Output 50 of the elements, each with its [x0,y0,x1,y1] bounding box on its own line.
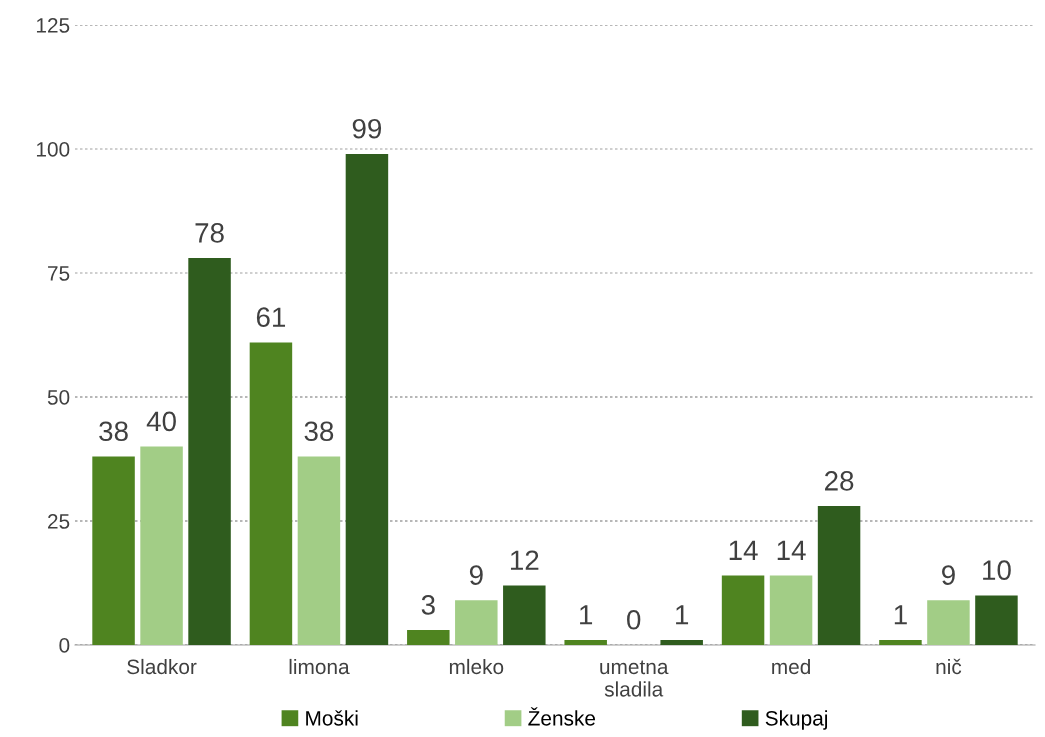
data-label: 12 [510,550,539,570]
bar [249,342,293,645]
bar [345,153,389,645]
data-label: 40 [146,411,176,432]
x-tick-label: med [772,658,810,675]
data-label: 28 [825,471,854,491]
y-tick-label: 0 [59,638,70,653]
legend-label: Moški [306,710,358,726]
data-label: 10 [983,560,1011,580]
bar [407,630,450,645]
bar [721,575,765,645]
data-label: 0 [627,609,641,630]
x-tick-label: umetna sladila [600,660,669,697]
bar [660,640,703,645]
bar [927,600,970,645]
data-label: 9 [942,565,955,585]
data-label: 61 [256,307,286,328]
data-label: 3 [421,595,435,615]
bar [503,585,546,645]
bar [975,595,1018,645]
x-tick-label: limona [289,658,350,675]
data-label: 99 [352,118,382,139]
bar [188,258,231,645]
data-label: 1 [676,605,689,625]
data-label: 14 [729,540,758,560]
data-label: 9 [469,565,483,585]
bar [879,640,922,645]
data-label: 38 [304,421,334,442]
legend-label: Skupaj [765,710,828,730]
x-tick-label: mleko [449,658,504,675]
bar [455,600,498,645]
legend-label: Ženske [528,707,596,726]
x-tick-label: nič [936,658,962,675]
bar [92,456,135,645]
y-tick-label: 25 [48,514,70,529]
y-tick-label: 125 [36,18,70,33]
y-tick-label: 50 [47,390,70,405]
data-label: 78 [195,223,224,243]
bar [769,575,813,645]
bar [817,506,861,645]
bar [140,446,183,645]
bar [297,456,341,645]
bar [564,640,607,645]
data-label: 1 [894,605,907,625]
y-tick-label: 75 [48,266,70,281]
data-label: 14 [777,540,806,560]
data-label: 38 [99,421,128,442]
x-tick-label: Sladkor [127,658,197,675]
data-label: 1 [580,605,593,625]
y-tick-label: 100 [36,142,70,157]
